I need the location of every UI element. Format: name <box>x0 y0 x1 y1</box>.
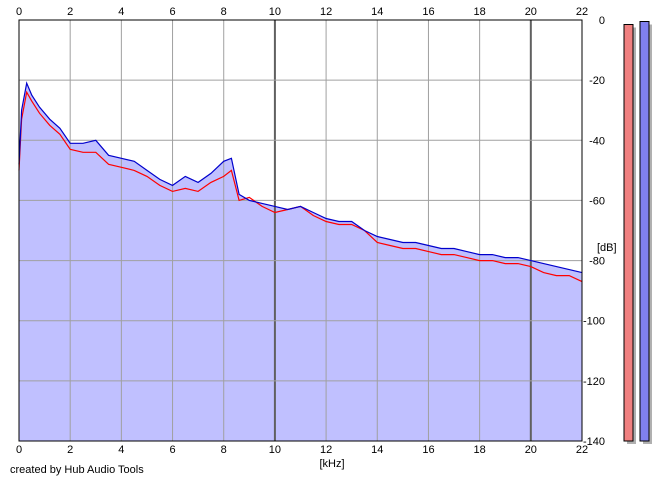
x-tick-label-bottom: 12 <box>320 444 332 456</box>
plot-frame <box>18 19 583 442</box>
x-tick-label-bottom: 20 <box>525 444 537 456</box>
x-tick-label-top: 18 <box>474 6 486 18</box>
series-left-channel <box>18 90 583 283</box>
x-tick-label-top: 10 <box>269 6 281 18</box>
y-tick-label: -80 <box>589 256 605 268</box>
y-tick-label: -100 <box>583 316 605 328</box>
x-tick-label-bottom: 4 <box>118 444 124 456</box>
plot-border <box>18 19 583 442</box>
x-tick-label-top: 22 <box>576 6 588 18</box>
x-axis-label: [kHz] <box>319 458 344 470</box>
spectrum-fill <box>19 83 582 441</box>
y-tick-label: -40 <box>589 135 605 147</box>
x-tick-label-bottom: 18 <box>474 444 486 456</box>
x-tick-label-bottom: 6 <box>169 444 175 456</box>
series-right-channel <box>18 81 583 274</box>
x-tick-label-bottom: 10 <box>269 444 281 456</box>
x-tick-label-top: 14 <box>371 6 383 18</box>
y-tick-label: -20 <box>589 75 605 87</box>
x-tick-label-top: 2 <box>67 6 73 18</box>
y-tick-label: -120 <box>583 376 605 388</box>
x-tick-label-bottom: 8 <box>221 444 227 456</box>
grid <box>18 19 583 442</box>
x-tick-label-top: 4 <box>118 6 124 18</box>
y-tick-labels: 0 -20 -40 -60 -80 -100 -120 -140 <box>583 15 605 448</box>
x-tick-label-top: 16 <box>422 6 434 18</box>
x-tick-label-bottom: 22 <box>576 444 588 456</box>
x-tick-label-bottom: 16 <box>422 444 434 456</box>
meter-left <box>623 24 634 442</box>
credit-text: created by Hub Audio Tools <box>10 464 144 476</box>
x-tick-label-top: 6 <box>169 6 175 18</box>
y-tick-label: -140 <box>583 436 605 448</box>
x-tick-label-top: 20 <box>525 6 537 18</box>
plot-area <box>19 20 582 441</box>
x-tick-label-top: 0 <box>16 6 22 18</box>
series-lines <box>18 81 583 283</box>
x-tick-label-top: 8 <box>221 6 227 18</box>
level-meters <box>623 21 652 445</box>
x-tick-label-top: 12 <box>320 6 332 18</box>
x-tick-label-bottom: 14 <box>371 444 383 456</box>
y-tick-label: -60 <box>589 195 605 207</box>
y-tick-label: 0 <box>599 15 605 27</box>
meter-right <box>639 21 650 442</box>
x-tick-label-bottom: 2 <box>67 444 73 456</box>
y-axis-label: [dB] <box>597 242 617 254</box>
x-tick-label-bottom: 0 <box>16 444 22 456</box>
